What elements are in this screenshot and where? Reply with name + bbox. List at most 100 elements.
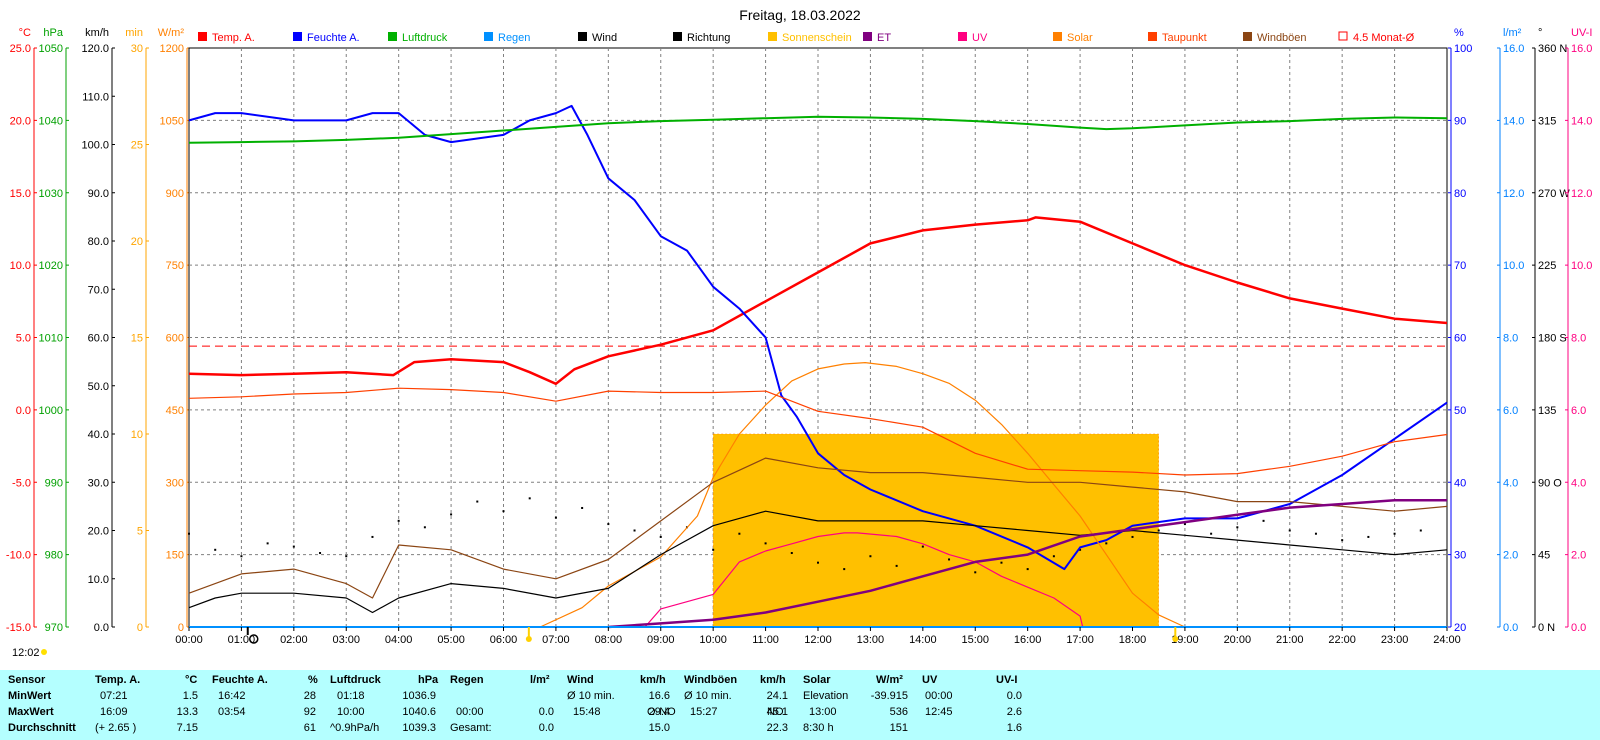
wm2-tick-label: 1050 [160,115,184,127]
x-tick-label: 07:00 [542,634,570,646]
uv-tick-label: 2.0 [1571,550,1586,562]
series-line-luftdruck [188,115,1448,144]
legend-label: Solar [1067,32,1093,44]
boeen-max-dir: NO [767,706,784,718]
boeen-unit: km/h [760,674,786,686]
regen-max-time: 00:00 [456,706,484,718]
deg-tick-label: 45 [1538,550,1550,562]
kmh-tick-label: 120.0 [81,43,109,55]
legend-swatch [1338,31,1348,41]
legend-label: ET [877,32,891,44]
temp-tick-label: -5.0 [12,477,31,489]
kmh-tick-label: 100.0 [81,140,109,152]
wm2-unit-label: W/m² [158,27,185,39]
legend-label: Sonnenschein [782,32,852,44]
legend-swatch [1053,32,1062,41]
richtung-point [895,564,898,567]
legend-swatch [958,32,967,41]
luft-trend: ^0.9hPa/h [330,722,380,734]
legend-label: Regen [498,32,530,44]
uv-avg: 1.6 [1006,722,1022,734]
x-tick-label: 11:00 [752,634,779,646]
richtung-point [1314,532,1317,535]
luft-avg: 1039.3 [402,722,436,734]
series-line-solar [539,362,1186,628]
legend: Temp. A. Feuchte A. Luftdruck Regen Wind Rich… [198,31,1415,44]
hpa-tick-label: 1040 [39,115,63,127]
boeen-header: Windböen [684,674,738,686]
boeen-day-avg: 22.3 [766,722,788,734]
x-tick-label: 10:00 [699,634,727,646]
hpa-tick-label: 970 [45,622,63,634]
richtung-point [1157,529,1160,532]
lm2-unit-label: l/m² [1503,27,1522,39]
uv-tick-label: 8.0 [1571,333,1586,345]
x-tick-label: 18:00 [1119,634,1147,646]
legend-swatch [578,32,587,41]
x-axis: 00:00 01:00 02:00 03:00 04:00 05:00 06:00 07:00… [175,627,1461,646]
solar-duration: 8:30 h [803,722,834,734]
legend-swatch [768,32,777,41]
kmh-tick-label: 40.0 [88,429,109,441]
solar-header: Solar [803,674,831,686]
kmh-tick-label: 60.0 [88,333,109,345]
temp-tick-label: 25.0 [10,43,31,55]
x-tick-label: 08:00 [595,634,623,646]
temp-trend: (+ 2.65 ) [95,722,137,734]
richtung-point [292,545,295,548]
temp-tick-label: 15.0 [10,188,31,200]
luft-min-time: 01:18 [337,690,365,702]
chart-title: Freitag, 18.03.2022 [739,7,861,23]
pct-tick-label: 40 [1454,477,1466,489]
lm2-tick-label: 10.0 [1503,260,1524,272]
richtung-point [554,516,557,519]
richtung-point [423,526,426,529]
sun-icon [41,649,47,655]
regen-total-label: Gesamt: [450,722,492,734]
richtung-point [1052,555,1055,558]
pct-tick-label: 80 [1454,188,1466,200]
legend-swatch [863,32,872,41]
boeen-max-time: 15:27 [690,706,718,718]
x-tick-label: 06:00 [490,634,518,646]
wm2-tick-label: 600 [166,333,184,345]
min-tick-label: 10 [131,429,143,441]
weather-chart: Freitag, 18.03.2022 25.0 20.0 15.0 10.0 5.0 0… [6,7,1593,659]
richtung-point [659,535,662,538]
richtung-point [214,548,217,551]
richtung-point [738,532,741,535]
legend-swatch [198,32,207,41]
uv-tick-label: 14.0 [1571,115,1592,127]
luft-max: 1040.6 [402,706,436,718]
deg-tick-label: 315 [1538,115,1556,127]
uv-max: 2.6 [1006,706,1022,718]
hpa-unit-label: hPa [43,27,63,39]
feuchte-header: Feuchte A. [212,674,268,686]
richtung-point [948,558,951,561]
row-label-max: MaxWert [8,706,54,718]
wind-max: 29.4 [648,706,670,718]
wind-max-time: 15:48 [573,706,601,718]
series-line-taupunkt [188,387,1448,476]
temp-unit: °C [185,674,198,686]
pct-tick-label: 20 [1454,622,1466,634]
richtung-point [1026,568,1029,571]
uv-header: UV [922,674,938,686]
kmh-tick-label: 20.0 [88,526,109,538]
legend-label: Windböen [1257,32,1307,44]
richtung-point [1183,523,1186,526]
richtung-point [764,542,767,545]
x-tick-label: 04:00 [385,634,413,646]
wm2-tick-label: 750 [166,260,184,272]
x-tick-label: 17:00 [1066,634,1094,646]
x-tick-label: 19:00 [1171,634,1199,646]
solar-elevation: -39.915 [870,690,908,702]
pct-tick-label: 100 [1454,43,1472,55]
temp-unit-label: °C [19,27,31,39]
richtung-point [869,555,872,558]
richtung-point [345,555,348,558]
richtung-point [1393,532,1396,535]
luft-max-time: 10:00 [337,706,365,718]
kmh-tick-label: 0.0 [94,622,109,634]
luft-min: 1036.9 [402,690,436,702]
